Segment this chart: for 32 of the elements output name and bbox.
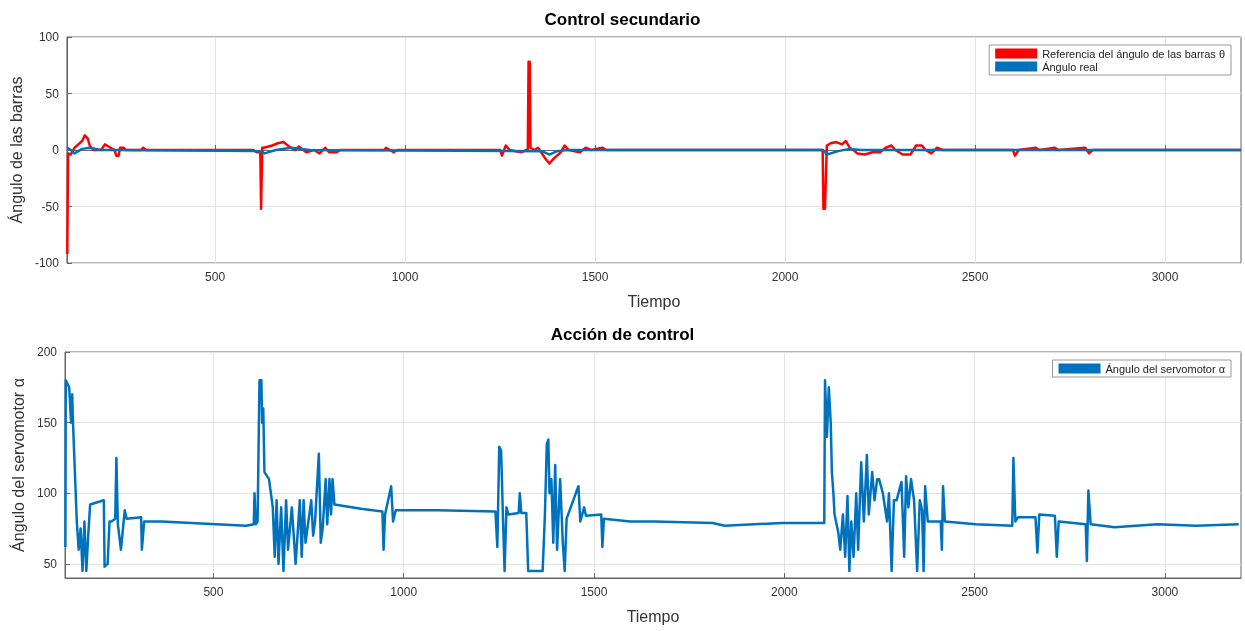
y-tick-label: 50 (45, 86, 60, 101)
x-tick-label: 1500 (581, 270, 609, 284)
x-axis-title: Tiempo (626, 607, 680, 625)
legend-label: Ángulo real (1042, 60, 1098, 73)
y-tick-label: 50 (43, 556, 58, 571)
x-tick-label: 1500 (580, 585, 608, 599)
x-tick-label: 1000 (391, 270, 419, 284)
x-tick-label: 2500 (961, 585, 989, 599)
chart-title: Control secundario (544, 10, 701, 29)
x-tick-label: 3000 (1151, 270, 1179, 284)
y-axis-title: Ángulo del servomotor α (8, 378, 27, 552)
y-tick-label: 200 (36, 345, 58, 359)
x-axis-title: Tiempo (627, 292, 681, 310)
y-tick-label: -50 (41, 199, 60, 214)
x-tick-label: 2500 (961, 270, 989, 284)
legend-label: Ángulo del servomotor α (1105, 362, 1226, 375)
x-tick-label: 1000 (390, 585, 418, 599)
y-tick-label: -100 (34, 256, 60, 270)
line-series (64, 379, 1240, 573)
legend-label: Referencia del ángulo de las barras θ (1042, 47, 1226, 60)
y-tick-label: 0 (52, 143, 60, 157)
y-tick-label: 100 (36, 486, 58, 501)
x-tick-label: 3000 (1151, 585, 1179, 599)
y-tick-label: 100 (38, 30, 60, 44)
y-tick-label: 150 (36, 415, 58, 430)
y-axis-title: Ángulo de las barras (6, 76, 25, 224)
x-tick-label: 2000 (771, 270, 799, 284)
x-tick-label: 500 (203, 585, 224, 599)
x-tick-label: 2000 (770, 585, 798, 599)
line-series (66, 146, 1243, 156)
chart-title: Acción de control (550, 325, 695, 344)
x-tick-label: 500 (205, 270, 226, 284)
